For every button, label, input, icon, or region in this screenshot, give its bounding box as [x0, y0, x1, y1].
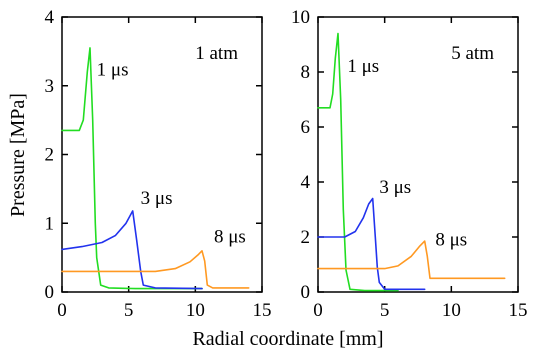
panel-1-series-line	[61, 47, 203, 290]
panel-2-x-tick-label: 10	[442, 300, 461, 321]
panel-2-x-tick-label: 0	[313, 300, 323, 321]
panel-1-x-tick-label: 5	[124, 300, 134, 321]
panel-1-y-tick-label: 4	[45, 7, 55, 28]
panel-2-y-tick-label: 10	[291, 7, 310, 28]
panel-1-y-tick-label: 2	[45, 145, 55, 166]
panel-2-series-label: 1 μs	[347, 56, 379, 77]
panel-2-y-tick-label: 8	[301, 62, 311, 83]
panel-2-y-tick-label: 2	[301, 227, 311, 248]
panel-1-x-tick-label: 15	[253, 300, 272, 321]
panel-2-series-label: 8 μs	[435, 229, 467, 250]
panel-2-x-tick-label: 5	[380, 300, 390, 321]
x-axis-title: Radial coordinate [mm]	[192, 328, 383, 350]
panel-1-y-tick-label: 0	[45, 282, 55, 303]
panel-2-series-line	[317, 32, 399, 292]
panel-2-y-tick-label: 6	[301, 117, 311, 138]
panel-1-x-tick-label: 0	[57, 300, 67, 321]
panel-1-y-tick-label: 3	[45, 76, 55, 97]
panel-1-series-label: 3 μs	[141, 188, 173, 209]
panel-2-y-tick-label: 4	[301, 172, 311, 193]
panel-2-series-line	[317, 240, 506, 280]
panel-1-y-tick-label: 1	[45, 213, 55, 234]
panel-1-series-label: 1 μs	[97, 59, 129, 80]
panel-2-x-tick-label: 15	[509, 300, 528, 321]
panel-2-y-tick-label: 0	[301, 282, 311, 303]
panel-1-series-line	[61, 250, 250, 289]
panel-1-series-label: 8 μs	[214, 227, 246, 248]
panel-2-series-line	[317, 197, 426, 291]
panel-1-condition-label: 1 atm	[195, 43, 238, 64]
panel-1-x-tick-label: 10	[186, 300, 205, 321]
panel-2-frame	[317, 16, 519, 293]
y-axis-title: Pressure [MPa]	[7, 93, 29, 217]
panel-2-series-label: 3 μs	[379, 177, 411, 198]
panel-1-series-line	[61, 210, 203, 290]
panel-2-condition-label: 5 atm	[451, 43, 494, 64]
